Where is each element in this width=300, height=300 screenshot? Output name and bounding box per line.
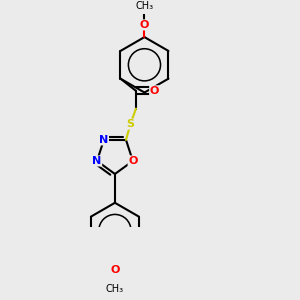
Text: N: N bbox=[99, 135, 109, 145]
Text: CH₃: CH₃ bbox=[106, 284, 124, 294]
Text: S: S bbox=[126, 119, 134, 129]
Text: O: O bbox=[150, 86, 159, 96]
Text: N: N bbox=[92, 156, 102, 166]
Text: CH₃: CH₃ bbox=[135, 1, 154, 11]
Text: O: O bbox=[140, 20, 149, 30]
Text: O: O bbox=[128, 156, 137, 166]
Text: O: O bbox=[110, 266, 120, 275]
